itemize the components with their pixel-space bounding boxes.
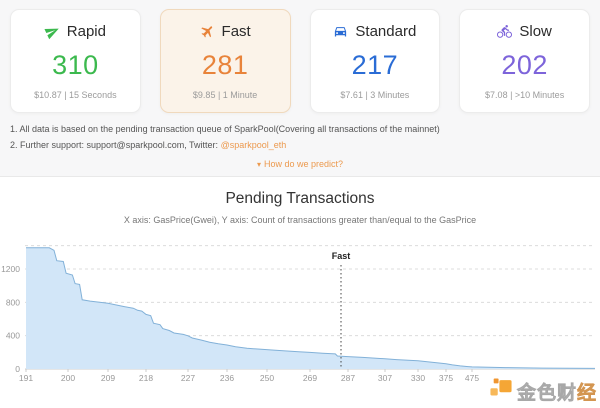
card-header: Standard xyxy=(333,23,416,40)
pending-transactions-chart[interactable]: 0 400 800 1200 191 200 209 218 227 236 250 269 287 30… xyxy=(0,229,600,391)
svg-text:475: 475 xyxy=(465,373,479,383)
card-detail: $10.87 | 15 Seconds xyxy=(34,90,117,100)
svg-text:209: 209 xyxy=(101,373,115,383)
card-label: Fast xyxy=(221,23,251,40)
gas-card-rapid[interactable]: Rapid 310 $10.87 | 15 Seconds xyxy=(10,9,141,113)
svg-text:Fast: Fast xyxy=(332,251,351,261)
card-gas-price: 310 xyxy=(52,49,99,80)
svg-text:227: 227 xyxy=(181,373,195,383)
card-label: Slow xyxy=(519,23,552,40)
svg-text:250: 250 xyxy=(260,373,274,383)
note-line-1: 1. All data is based on the pending tran… xyxy=(10,124,440,134)
chart-title: Pending Transactions xyxy=(225,190,375,207)
card-detail: $7.61 | 3 Minutes xyxy=(340,90,410,100)
svg-text:269: 269 xyxy=(303,373,317,383)
svg-text:0: 0 xyxy=(15,364,20,374)
card-detail: $7.08 | >10 Minutes xyxy=(485,90,565,100)
svg-text:400: 400 xyxy=(6,331,20,341)
note-line-2: 2. Further support: support@sparkpool.co… xyxy=(10,138,590,154)
gas-card-slow[interactable]: Slow 202 $7.08 | >10 Minutes xyxy=(459,9,590,113)
note-line-2-text: 2. Further support: support@sparkpool.co… xyxy=(10,139,221,150)
chart-subtitle: X axis: GasPrice(Gwei), Y axis: Count of… xyxy=(123,215,477,225)
card-gas-price: 281 xyxy=(201,49,249,80)
svg-text:800: 800 xyxy=(6,297,20,307)
card-header: Fast xyxy=(200,23,251,40)
bicycle-icon xyxy=(497,24,513,39)
top-section: Rapid 310 $10.87 | 15 Seconds Fast 281 $… xyxy=(0,0,600,177)
svg-text:330: 330 xyxy=(411,373,425,383)
svg-text:375: 375 xyxy=(439,373,453,383)
chevron-down-icon: ▾ xyxy=(256,159,261,169)
card-gas-price: 217 xyxy=(351,49,399,80)
svg-text:191: 191 xyxy=(19,373,33,383)
paper-plane-icon xyxy=(44,24,60,40)
airplane-icon xyxy=(200,24,215,39)
svg-text:200: 200 xyxy=(61,373,75,383)
svg-text:307: 307 xyxy=(378,373,392,383)
card-header: Slow xyxy=(497,23,552,40)
gas-cards-row: Rapid 310 $10.87 | 15 Seconds Fast 281 $… xyxy=(10,9,590,113)
gas-card-standard[interactable]: Standard 217 $7.61 | 3 Minutes xyxy=(309,9,441,113)
card-label: Rapid xyxy=(66,23,106,40)
twitter-link[interactable]: @sparkpool_eth xyxy=(220,139,287,150)
svg-text:236: 236 xyxy=(220,373,234,383)
svg-text:218: 218 xyxy=(139,373,153,383)
card-header: Rapid xyxy=(44,23,106,40)
card-gas-price: 202 xyxy=(501,49,548,80)
svg-text:1200: 1200 xyxy=(1,264,20,274)
predict-link-label: How do we predict? xyxy=(263,158,344,169)
car-icon xyxy=(333,24,348,39)
how-do-we-predict-link[interactable]: ▾ How do we predict? xyxy=(10,159,590,169)
gas-card-fast[interactable]: Fast 281 $9.85 | 1 Minute xyxy=(159,9,291,113)
pending-transactions-panel: Pending Transactions X axis: GasPrice(Gw… xyxy=(0,177,600,408)
card-detail: $9.85 | 1 Minute xyxy=(192,90,258,100)
svg-text:287: 287 xyxy=(341,373,355,383)
card-label: Standard xyxy=(355,23,417,40)
notes-block: 1. All data is based on the pending tran… xyxy=(10,122,590,154)
